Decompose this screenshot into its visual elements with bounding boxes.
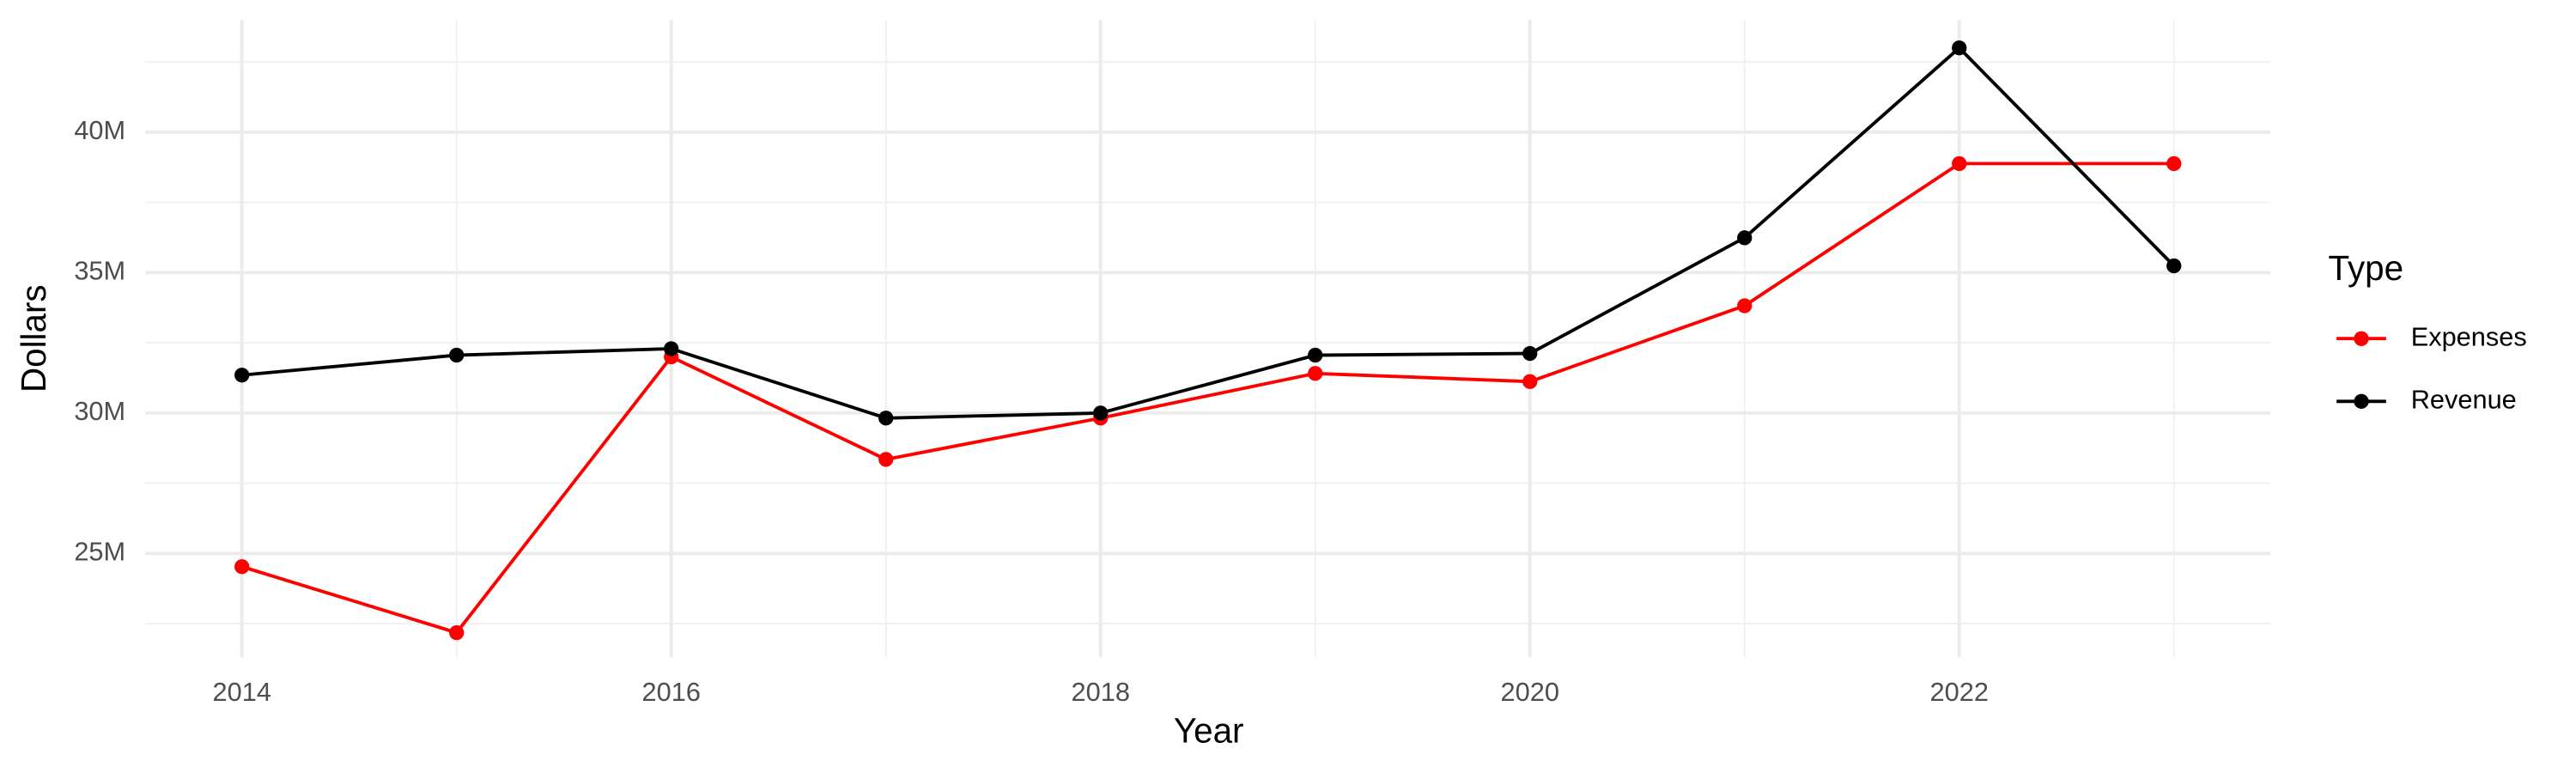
legend-label: Revenue [2411,384,2517,414]
x-tick-label: 2018 [1072,677,1130,707]
legend-key-point [2354,393,2369,409]
data-point [449,624,465,641]
data-point [1952,40,1967,56]
legend-label: Expenses [2411,321,2527,351]
data-point [1952,155,1967,172]
data-point [234,368,250,383]
data-point [664,341,679,356]
data-point [2166,258,2182,274]
data-point [1522,374,1538,389]
legend-key-point [2354,331,2369,346]
data-point [878,452,894,467]
data-point [1308,347,1323,363]
data-point [449,347,465,363]
x-tick-label: 2014 [213,677,271,707]
data-point [1737,230,1753,246]
series-line [241,161,2174,635]
y-tick-label: 30M [74,396,125,426]
data-point [1093,405,1109,421]
x-tick-label: 2022 [1930,677,1989,707]
x-axis-title: Year [1174,711,1244,751]
data-point [1522,345,1538,362]
data-point [878,411,894,426]
series-line [241,46,2176,420]
x-tick-label: 2016 [642,677,701,707]
y-axis-title: Dollars [14,284,53,393]
data-point [2166,155,2182,172]
data-point [234,559,250,575]
y-tick-label: 40M [74,115,125,145]
x-tick-label: 2020 [1501,677,1559,707]
data-point [1308,366,1323,381]
y-tick-label: 35M [74,256,125,286]
y-tick-label: 25M [74,537,125,567]
legend-title: Type [2329,248,2404,288]
data-point [1737,298,1753,313]
